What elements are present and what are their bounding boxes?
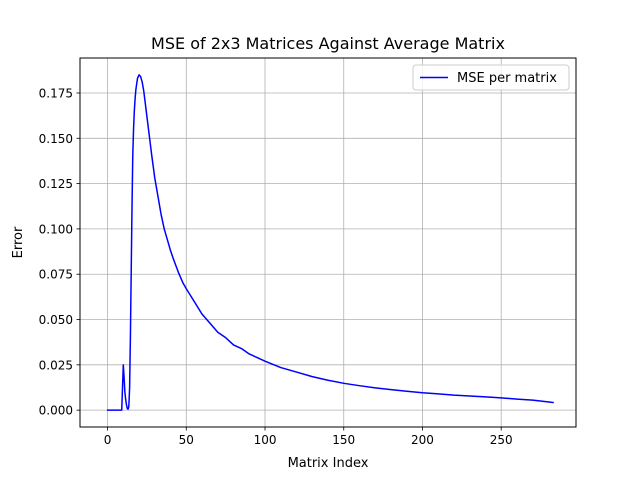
x-tick-label: 250 — [490, 433, 513, 447]
grid — [80, 58, 576, 427]
series-layer — [106, 74, 554, 411]
chart-title: MSE of 2x3 Matrices Against Average Matr… — [151, 34, 505, 53]
y-axis-ticks: 0.000 0.025 0.050 0.075 0.100 0.125 0.150 0.175 — [39, 86, 80, 418]
x-axis-ticks: 0 50 100 150 200 250 — [104, 427, 513, 447]
x-tick-label: 100 — [254, 433, 277, 447]
y-axis-label: Error — [11, 226, 26, 258]
y-tick-label: 0.075 — [39, 268, 73, 282]
y-tick-label: 0.100 — [39, 222, 73, 236]
x-tick-label: 0 — [104, 433, 112, 447]
y-tick-label: 0.000 — [39, 404, 73, 418]
y-tick-label: 0.125 — [39, 177, 73, 191]
x-tick-label: 50 — [179, 433, 194, 447]
legend: MSE per matrix — [412, 64, 570, 91]
y-tick-label: 0.150 — [39, 132, 73, 146]
plot-area — [80, 58, 576, 427]
x-axis-label: Matrix Index — [288, 456, 369, 471]
legend-entry-label: MSE per matrix — [457, 71, 557, 86]
y-tick-label: 0.050 — [39, 313, 73, 327]
y-tick-label: 0.025 — [39, 358, 73, 372]
y-tick-label: 0.175 — [39, 86, 73, 100]
x-tick-label: 200 — [411, 433, 434, 447]
x-tick-label: 150 — [332, 433, 355, 447]
plot-frame — [79, 57, 577, 428]
legend-box — [412, 64, 570, 91]
series-line-mse-per-matrix — [106, 74, 554, 411]
